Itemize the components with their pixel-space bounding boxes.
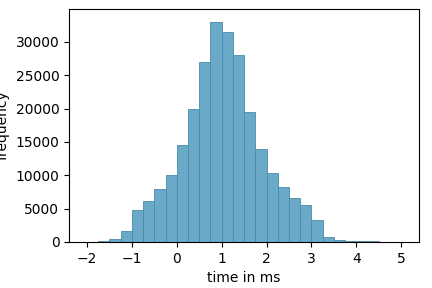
Bar [368, 241, 379, 242]
X-axis label: time in ms: time in ms [207, 271, 281, 285]
Bar [278, 187, 289, 242]
Bar [323, 236, 334, 242]
Bar [210, 22, 222, 242]
Bar [267, 173, 278, 242]
Bar [334, 240, 345, 242]
Bar [356, 241, 368, 242]
Bar [109, 239, 121, 242]
Bar [121, 231, 132, 242]
Bar [244, 112, 255, 242]
Bar [188, 109, 199, 242]
Bar [345, 240, 356, 242]
Bar [132, 210, 143, 242]
Bar [177, 145, 188, 242]
Bar [233, 55, 244, 242]
Bar [311, 220, 323, 242]
Bar [255, 149, 267, 242]
Bar [199, 62, 210, 242]
Bar [289, 198, 300, 242]
Bar [300, 204, 311, 242]
Bar [98, 240, 109, 242]
Bar [154, 189, 165, 242]
Bar [143, 201, 154, 242]
Y-axis label: frequency: frequency [0, 90, 10, 160]
Bar [222, 32, 233, 242]
Bar [165, 175, 177, 242]
